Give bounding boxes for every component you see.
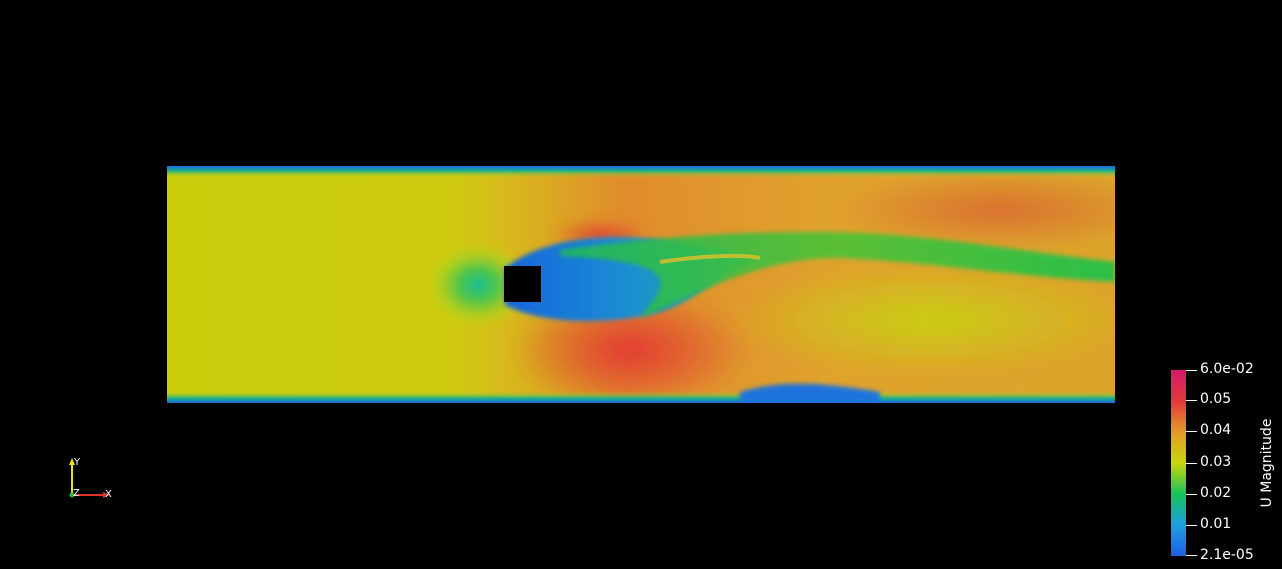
axis-y-label: Y bbox=[74, 457, 81, 468]
legend-tick bbox=[1186, 463, 1197, 464]
legend-label-min: 2.1e-05 bbox=[1200, 547, 1254, 563]
legend-label: 0.02 bbox=[1200, 485, 1232, 501]
axes-orientation-widget: Y Z X bbox=[62, 455, 116, 503]
square-obstacle bbox=[504, 266, 541, 302]
legend-tick bbox=[1186, 555, 1197, 556]
axis-z-label: Z bbox=[73, 488, 80, 499]
legend-label: 0.03 bbox=[1200, 454, 1232, 470]
color-legend-bar bbox=[1171, 370, 1186, 556]
channel-domain bbox=[167, 166, 1115, 403]
legend-label: 0.05 bbox=[1200, 391, 1232, 407]
legend-title: U Magnitude bbox=[1259, 418, 1275, 508]
axis-x-label: X bbox=[105, 489, 112, 500]
legend-tick bbox=[1186, 431, 1197, 432]
legend-tick bbox=[1186, 400, 1197, 401]
axes-triad-icon bbox=[69, 458, 110, 498]
legend-label: 0.04 bbox=[1200, 422, 1232, 438]
legend-tick bbox=[1186, 494, 1197, 495]
legend-tick bbox=[1186, 525, 1197, 526]
legend-label: 0.01 bbox=[1200, 516, 1232, 532]
legend-label-max: 6.0e-02 bbox=[1200, 361, 1254, 377]
legend-tick bbox=[1186, 370, 1197, 371]
